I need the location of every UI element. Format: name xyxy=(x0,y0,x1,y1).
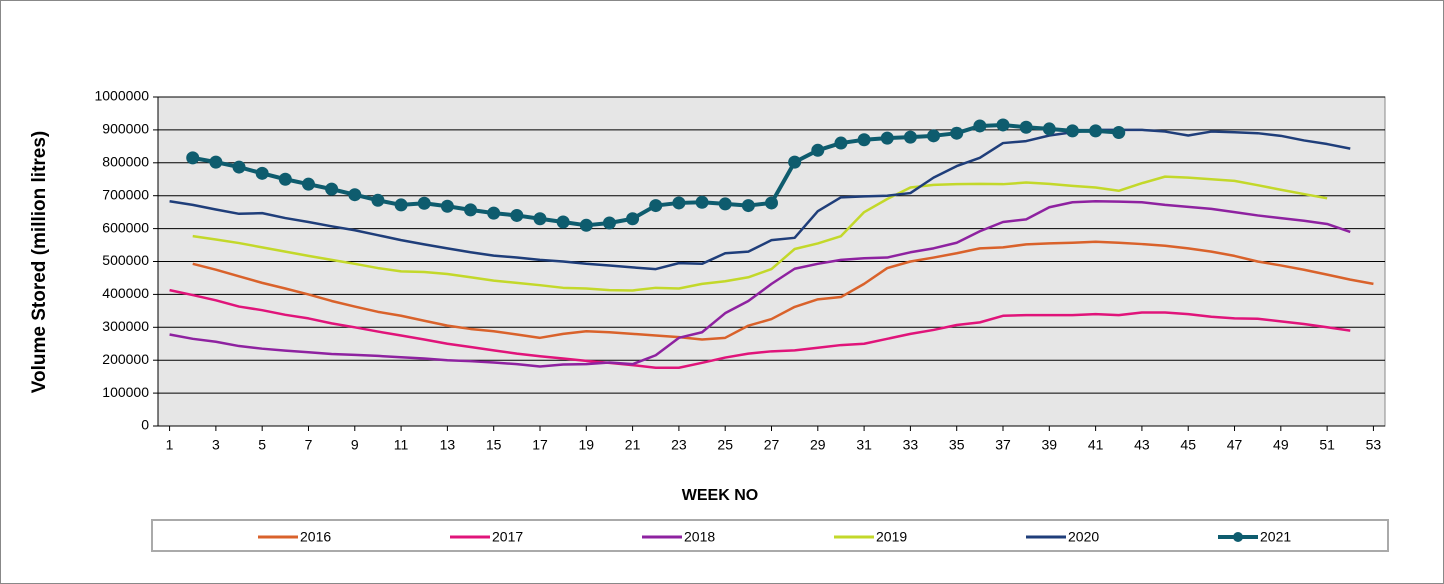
series-marker xyxy=(348,188,362,202)
y-tick-label: 1000000 xyxy=(94,88,149,104)
series-marker xyxy=(394,198,408,212)
series-marker xyxy=(301,177,315,191)
series-marker xyxy=(718,197,732,211)
x-tick-label: 27 xyxy=(764,437,780,453)
series-line xyxy=(169,200,1351,368)
series-line xyxy=(192,240,1374,341)
x-tick-label: 51 xyxy=(1319,437,1335,453)
x-tick-label: 33 xyxy=(903,437,919,453)
x-tick-label: 47 xyxy=(1227,437,1243,453)
y-tick-label: 400000 xyxy=(102,285,149,301)
series-marker xyxy=(927,129,941,143)
series-marker xyxy=(464,203,478,217)
x-tick-label: 43 xyxy=(1134,437,1150,453)
legend-label: 2019 xyxy=(876,529,907,545)
series-marker xyxy=(325,182,339,196)
series-marker xyxy=(1112,126,1126,140)
x-tick-label: 5 xyxy=(258,437,266,453)
x-tick-label: 1 xyxy=(166,437,174,453)
series-marker xyxy=(440,199,454,213)
x-tick-label: 23 xyxy=(671,437,687,453)
x-tick-label: 31 xyxy=(856,437,872,453)
legend-label: 2021 xyxy=(1260,529,1291,545)
x-tick-label: 15 xyxy=(486,437,502,453)
y-tick-label: 900000 xyxy=(102,121,149,137)
x-tick-label: 25 xyxy=(717,437,733,453)
series-marker xyxy=(232,160,246,174)
y-tick-label: 700000 xyxy=(102,186,149,202)
x-tick-label: 49 xyxy=(1273,437,1289,453)
y-tick-label: 600000 xyxy=(102,219,149,235)
series-marker xyxy=(788,155,802,169)
y-tick-label: 300000 xyxy=(102,318,149,334)
x-tick-label: 3 xyxy=(212,437,220,453)
legend-label: 2020 xyxy=(1068,529,1099,545)
y-axis-title: Volume Stored (million litres) xyxy=(29,131,50,394)
x-tick-label: 41 xyxy=(1088,437,1104,453)
series-marker xyxy=(1089,124,1103,138)
series-marker xyxy=(186,151,200,165)
series-marker xyxy=(510,208,524,222)
series-marker xyxy=(579,218,593,232)
series-marker xyxy=(903,130,917,144)
series-marker xyxy=(278,172,292,186)
series-marker xyxy=(371,193,385,207)
y-tick-label: 100000 xyxy=(102,384,149,400)
x-tick-label: 45 xyxy=(1180,437,1196,453)
x-tick-label: 37 xyxy=(995,437,1011,453)
series-line xyxy=(192,175,1328,292)
series-marker xyxy=(602,216,616,230)
legend-label: 2018 xyxy=(684,529,715,545)
series-marker xyxy=(880,131,894,145)
series-marker xyxy=(1042,122,1056,136)
series-marker xyxy=(417,196,431,210)
x-tick-label: 53 xyxy=(1366,437,1382,453)
legend-label: 2017 xyxy=(492,529,523,545)
x-tick-label: 21 xyxy=(625,437,641,453)
series-marker xyxy=(1065,124,1079,138)
y-tick-label: 500000 xyxy=(102,252,149,268)
series-marker xyxy=(741,199,755,213)
series-marker xyxy=(255,166,269,180)
x-tick-label: 9 xyxy=(351,437,359,453)
series-marker xyxy=(973,119,987,133)
legend-label: 2016 xyxy=(300,529,331,545)
series-marker xyxy=(834,136,848,150)
series-marker xyxy=(487,206,501,220)
x-tick-label: 39 xyxy=(1042,437,1058,453)
series-marker xyxy=(765,196,778,210)
x-axis-title: WEEK NO xyxy=(682,487,758,504)
series-marker xyxy=(811,143,825,157)
series-marker xyxy=(1019,120,1033,134)
series-line xyxy=(169,128,1351,271)
series-marker xyxy=(209,155,223,169)
x-tick-label: 29 xyxy=(810,437,826,453)
series-marker xyxy=(950,126,964,140)
series-marker xyxy=(695,195,709,209)
x-tick-label: 7 xyxy=(305,437,313,453)
x-tick-label: 35 xyxy=(949,437,965,453)
y-tick-label: 200000 xyxy=(102,351,149,367)
series-marker xyxy=(996,118,1010,132)
series-marker xyxy=(649,199,663,213)
x-tick-label: 13 xyxy=(440,437,456,453)
x-tick-label: 11 xyxy=(394,437,409,453)
series-marker xyxy=(626,212,640,226)
x-tick-label: 17 xyxy=(532,437,548,453)
series-marker xyxy=(857,133,871,147)
legend-marker xyxy=(1233,532,1243,542)
legend xyxy=(151,519,1389,552)
series-line xyxy=(169,288,1351,370)
y-tick-label: 800000 xyxy=(102,154,149,170)
y-tick-label: 0 xyxy=(141,417,149,433)
series-marker xyxy=(672,196,686,210)
x-tick-label: 19 xyxy=(579,437,595,453)
series-marker xyxy=(556,215,570,229)
series-marker xyxy=(533,212,547,226)
